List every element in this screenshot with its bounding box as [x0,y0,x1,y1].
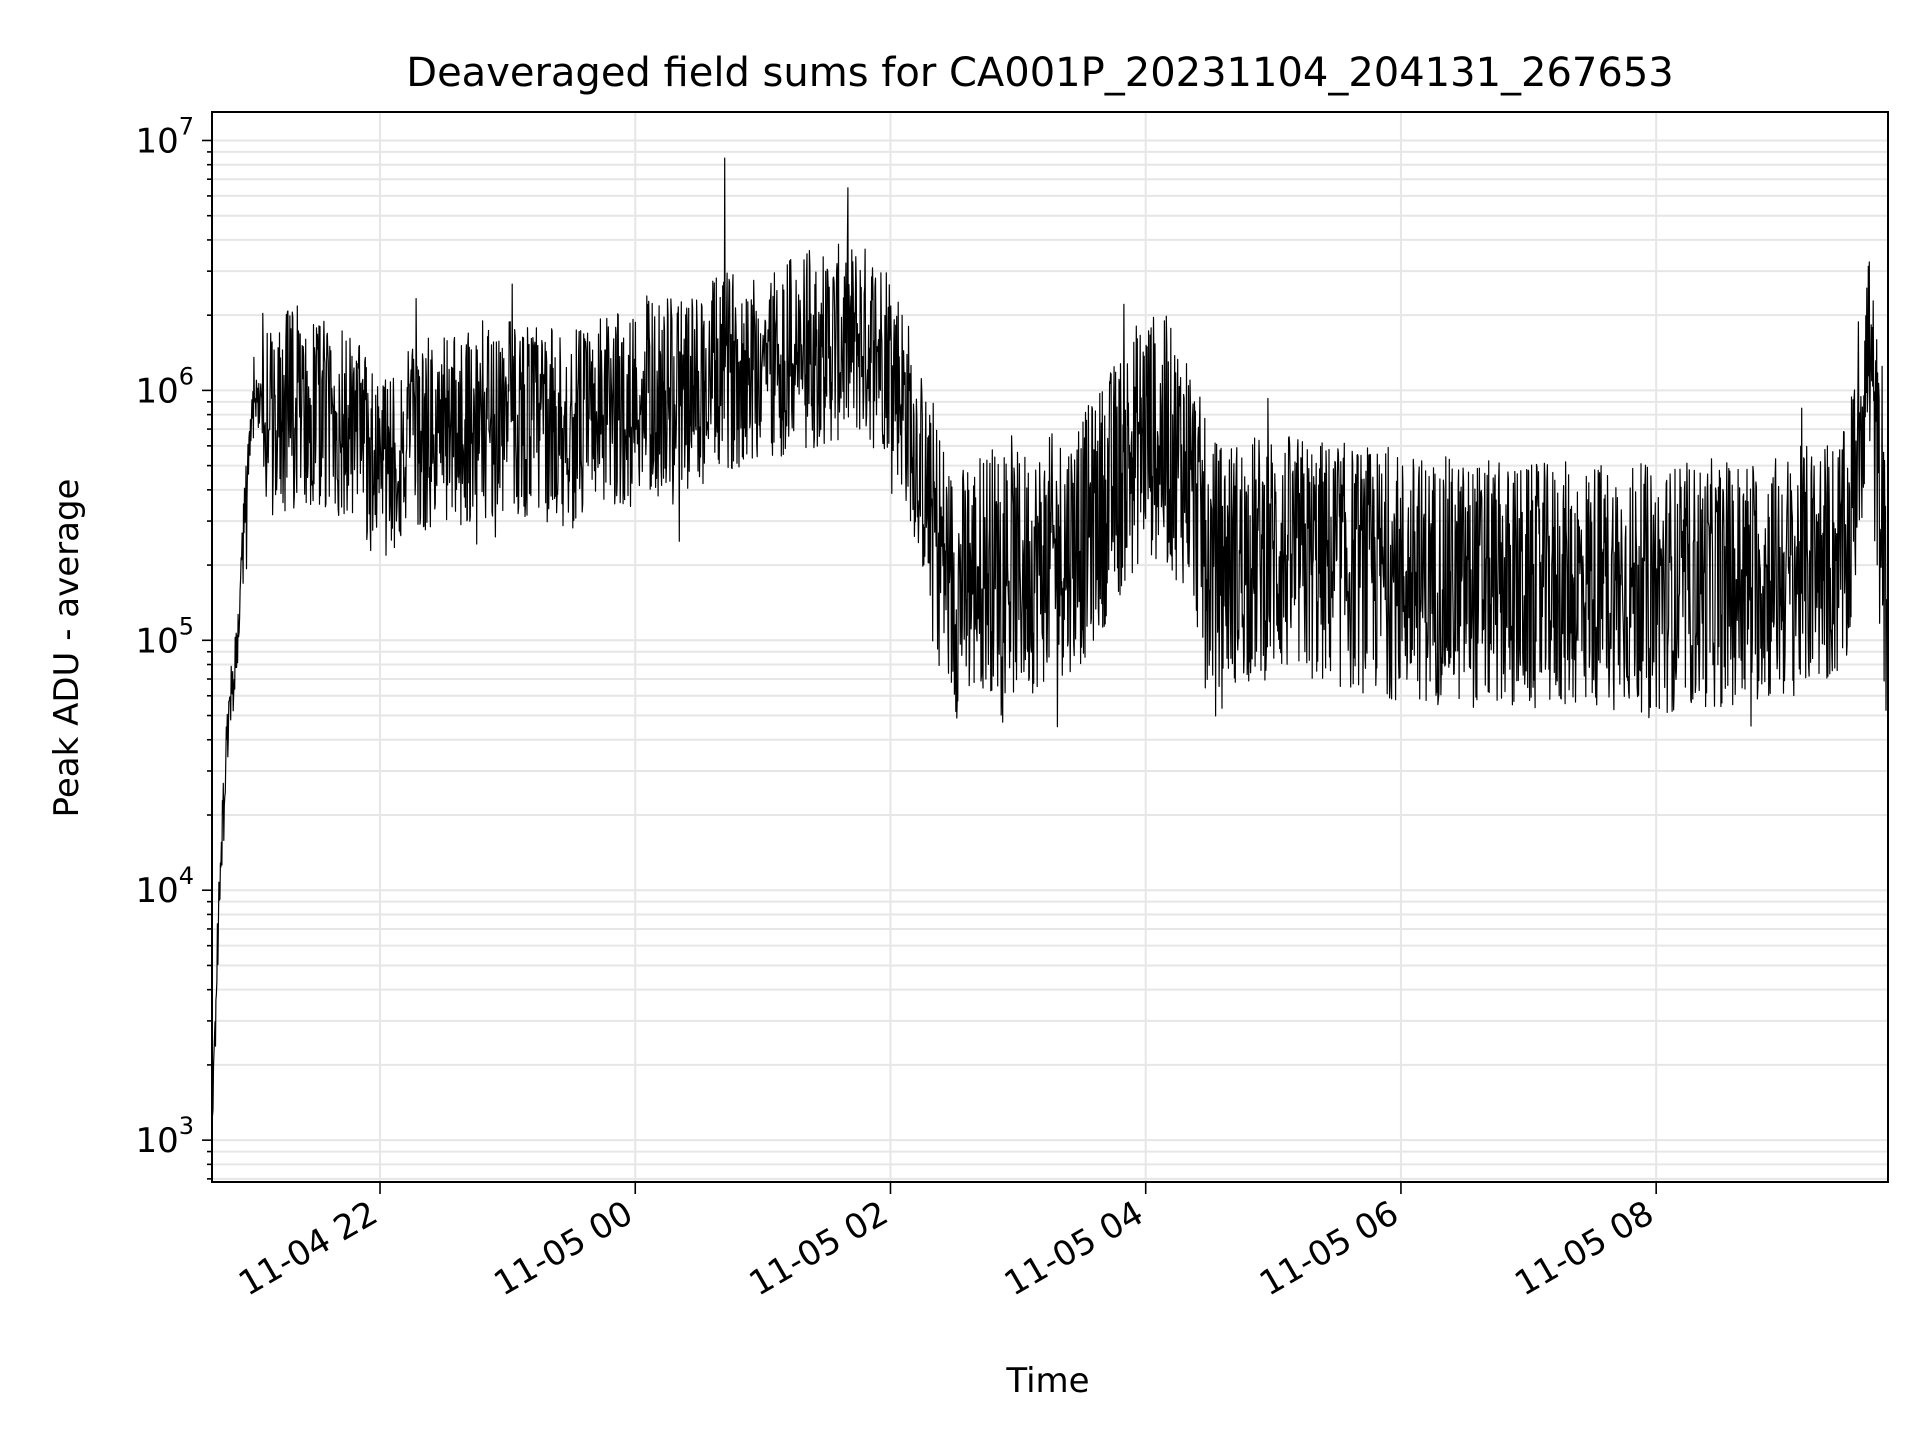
x-tick-label: 11-05 08 [1508,1193,1660,1304]
y-axis-label: Peak ADU - average [47,479,87,818]
series-area [211,157,1889,1117]
y-tick-label: 103 [135,1112,194,1161]
x-tick-label: 11-05 04 [998,1193,1150,1304]
y-axis: 103 104 105 106 107 [135,112,212,1180]
plot-frame [211,111,1889,1183]
x-tick-label: 11-05 00 [487,1193,639,1304]
chart-title: Deaveraged field sums for CA001P_2023110… [406,50,1673,96]
y-tick-label: 104 [135,862,194,911]
y-tick-label: 107 [135,112,194,161]
x-axis: 11-04 22 11-05 00 11-05 02 11-05 04 11-05 06… [232,1182,1661,1304]
x-tick-label: 11-05 02 [743,1193,895,1304]
x-tick-label: 11-04 22 [232,1193,384,1304]
y-tick-label: 106 [135,362,194,411]
x-tick-label: 11-05 06 [1253,1193,1405,1304]
x-axis-label: Time [1005,1361,1089,1401]
y-tick-label: 105 [135,612,194,661]
series-line [211,157,1889,1117]
